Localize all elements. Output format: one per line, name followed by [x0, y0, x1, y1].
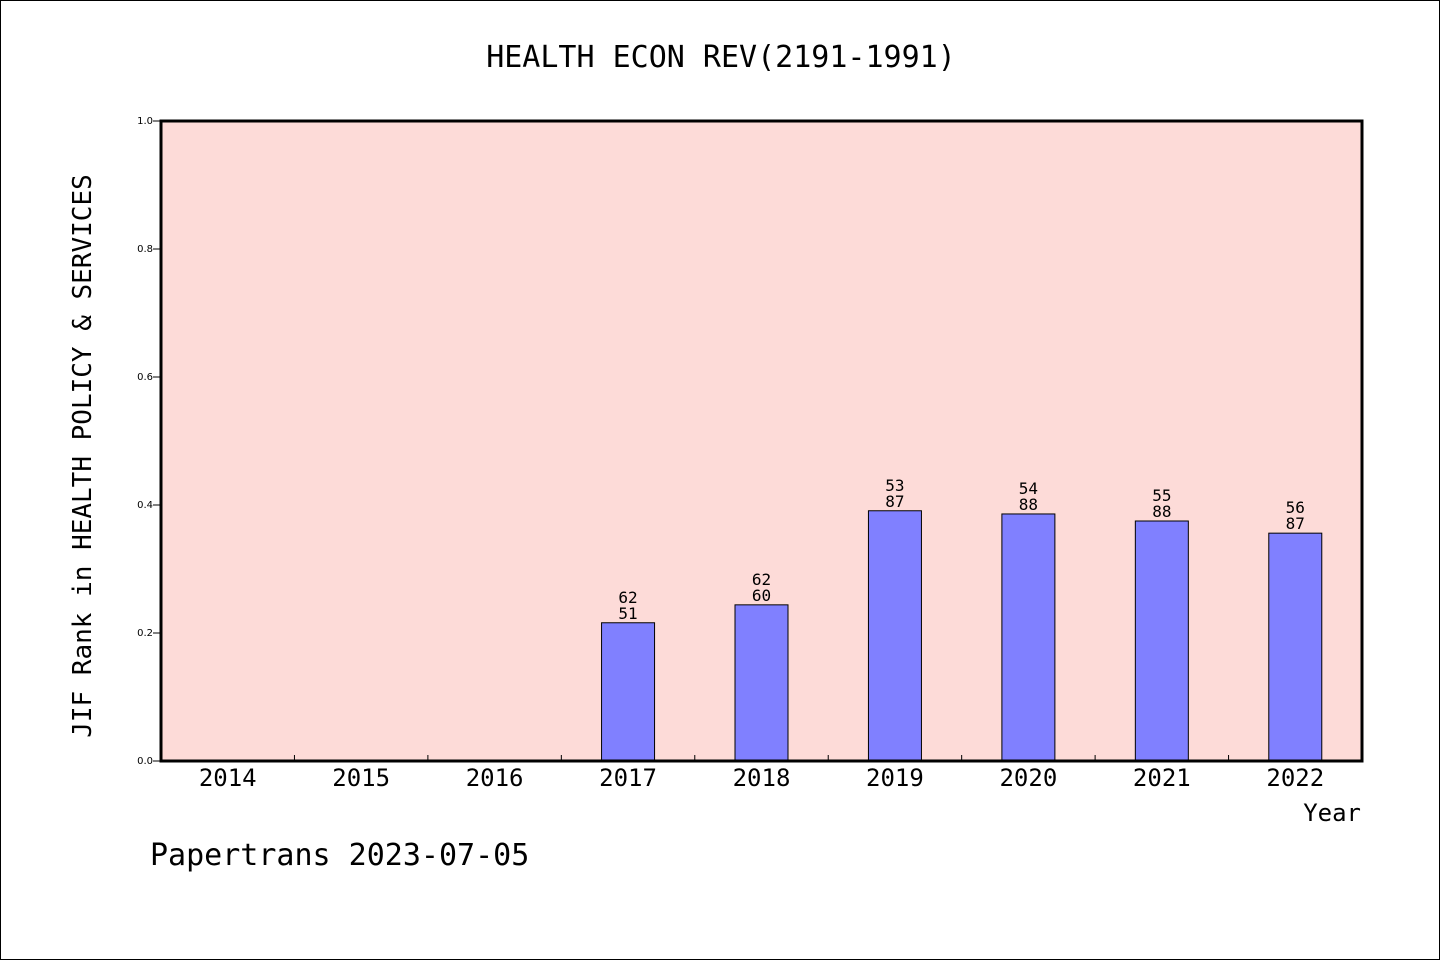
- x-tick-label: 2019: [866, 764, 924, 792]
- bar-label-top: 56: [1286, 498, 1305, 517]
- bar-label-bottom: 87: [885, 492, 904, 511]
- y-tick-label: 0.0: [137, 756, 153, 767]
- bar: [1268, 532, 1323, 762]
- bar: [734, 604, 789, 762]
- x-tick-label: 2014: [199, 764, 257, 792]
- bar: [867, 510, 922, 762]
- bar-label-top: 53: [885, 476, 904, 495]
- bar-label-top: 62: [752, 570, 771, 589]
- bar-label-top: 54: [1019, 479, 1038, 498]
- x-tick-label: 2020: [999, 764, 1057, 792]
- bar-label-top: 62: [618, 588, 637, 607]
- bar-label-bottom: 87: [1286, 514, 1305, 533]
- y-tick-label: 0.2: [137, 628, 153, 639]
- x-tick-label: 2022: [1266, 764, 1324, 792]
- y-tick-label: 0.4: [137, 500, 153, 511]
- bar: [601, 622, 656, 762]
- x-tick-label: 2018: [733, 764, 791, 792]
- x-tick-label: 2015: [332, 764, 390, 792]
- x-axis-label: Year: [1303, 799, 1361, 827]
- bar-label-bottom: 60: [752, 586, 771, 605]
- bar-label-bottom: 88: [1019, 495, 1038, 514]
- y-axis-label: JIF Rank in HEALTH POLICY & SERVICES: [68, 174, 98, 738]
- x-tick-label: 2021: [1133, 764, 1191, 792]
- y-tick-label: 1.0: [137, 116, 153, 127]
- bar-label-bottom: 88: [1152, 502, 1171, 521]
- chart-title: HEALTH ECON REV(2191-1991): [486, 40, 956, 75]
- bar: [1134, 520, 1189, 762]
- bar-label-bottom: 51: [618, 604, 637, 623]
- plot-border: [159, 119, 1364, 763]
- bar: [1001, 513, 1056, 762]
- x-tick-label: 2016: [466, 764, 524, 792]
- x-tick-label: 2017: [599, 764, 657, 792]
- y-tick-label: 0.6: [137, 372, 153, 383]
- y-tick-label: 0.8: [137, 244, 153, 255]
- bar-label-top: 55: [1152, 486, 1171, 505]
- footer-watermark: Papertrans 2023-07-05: [150, 838, 529, 873]
